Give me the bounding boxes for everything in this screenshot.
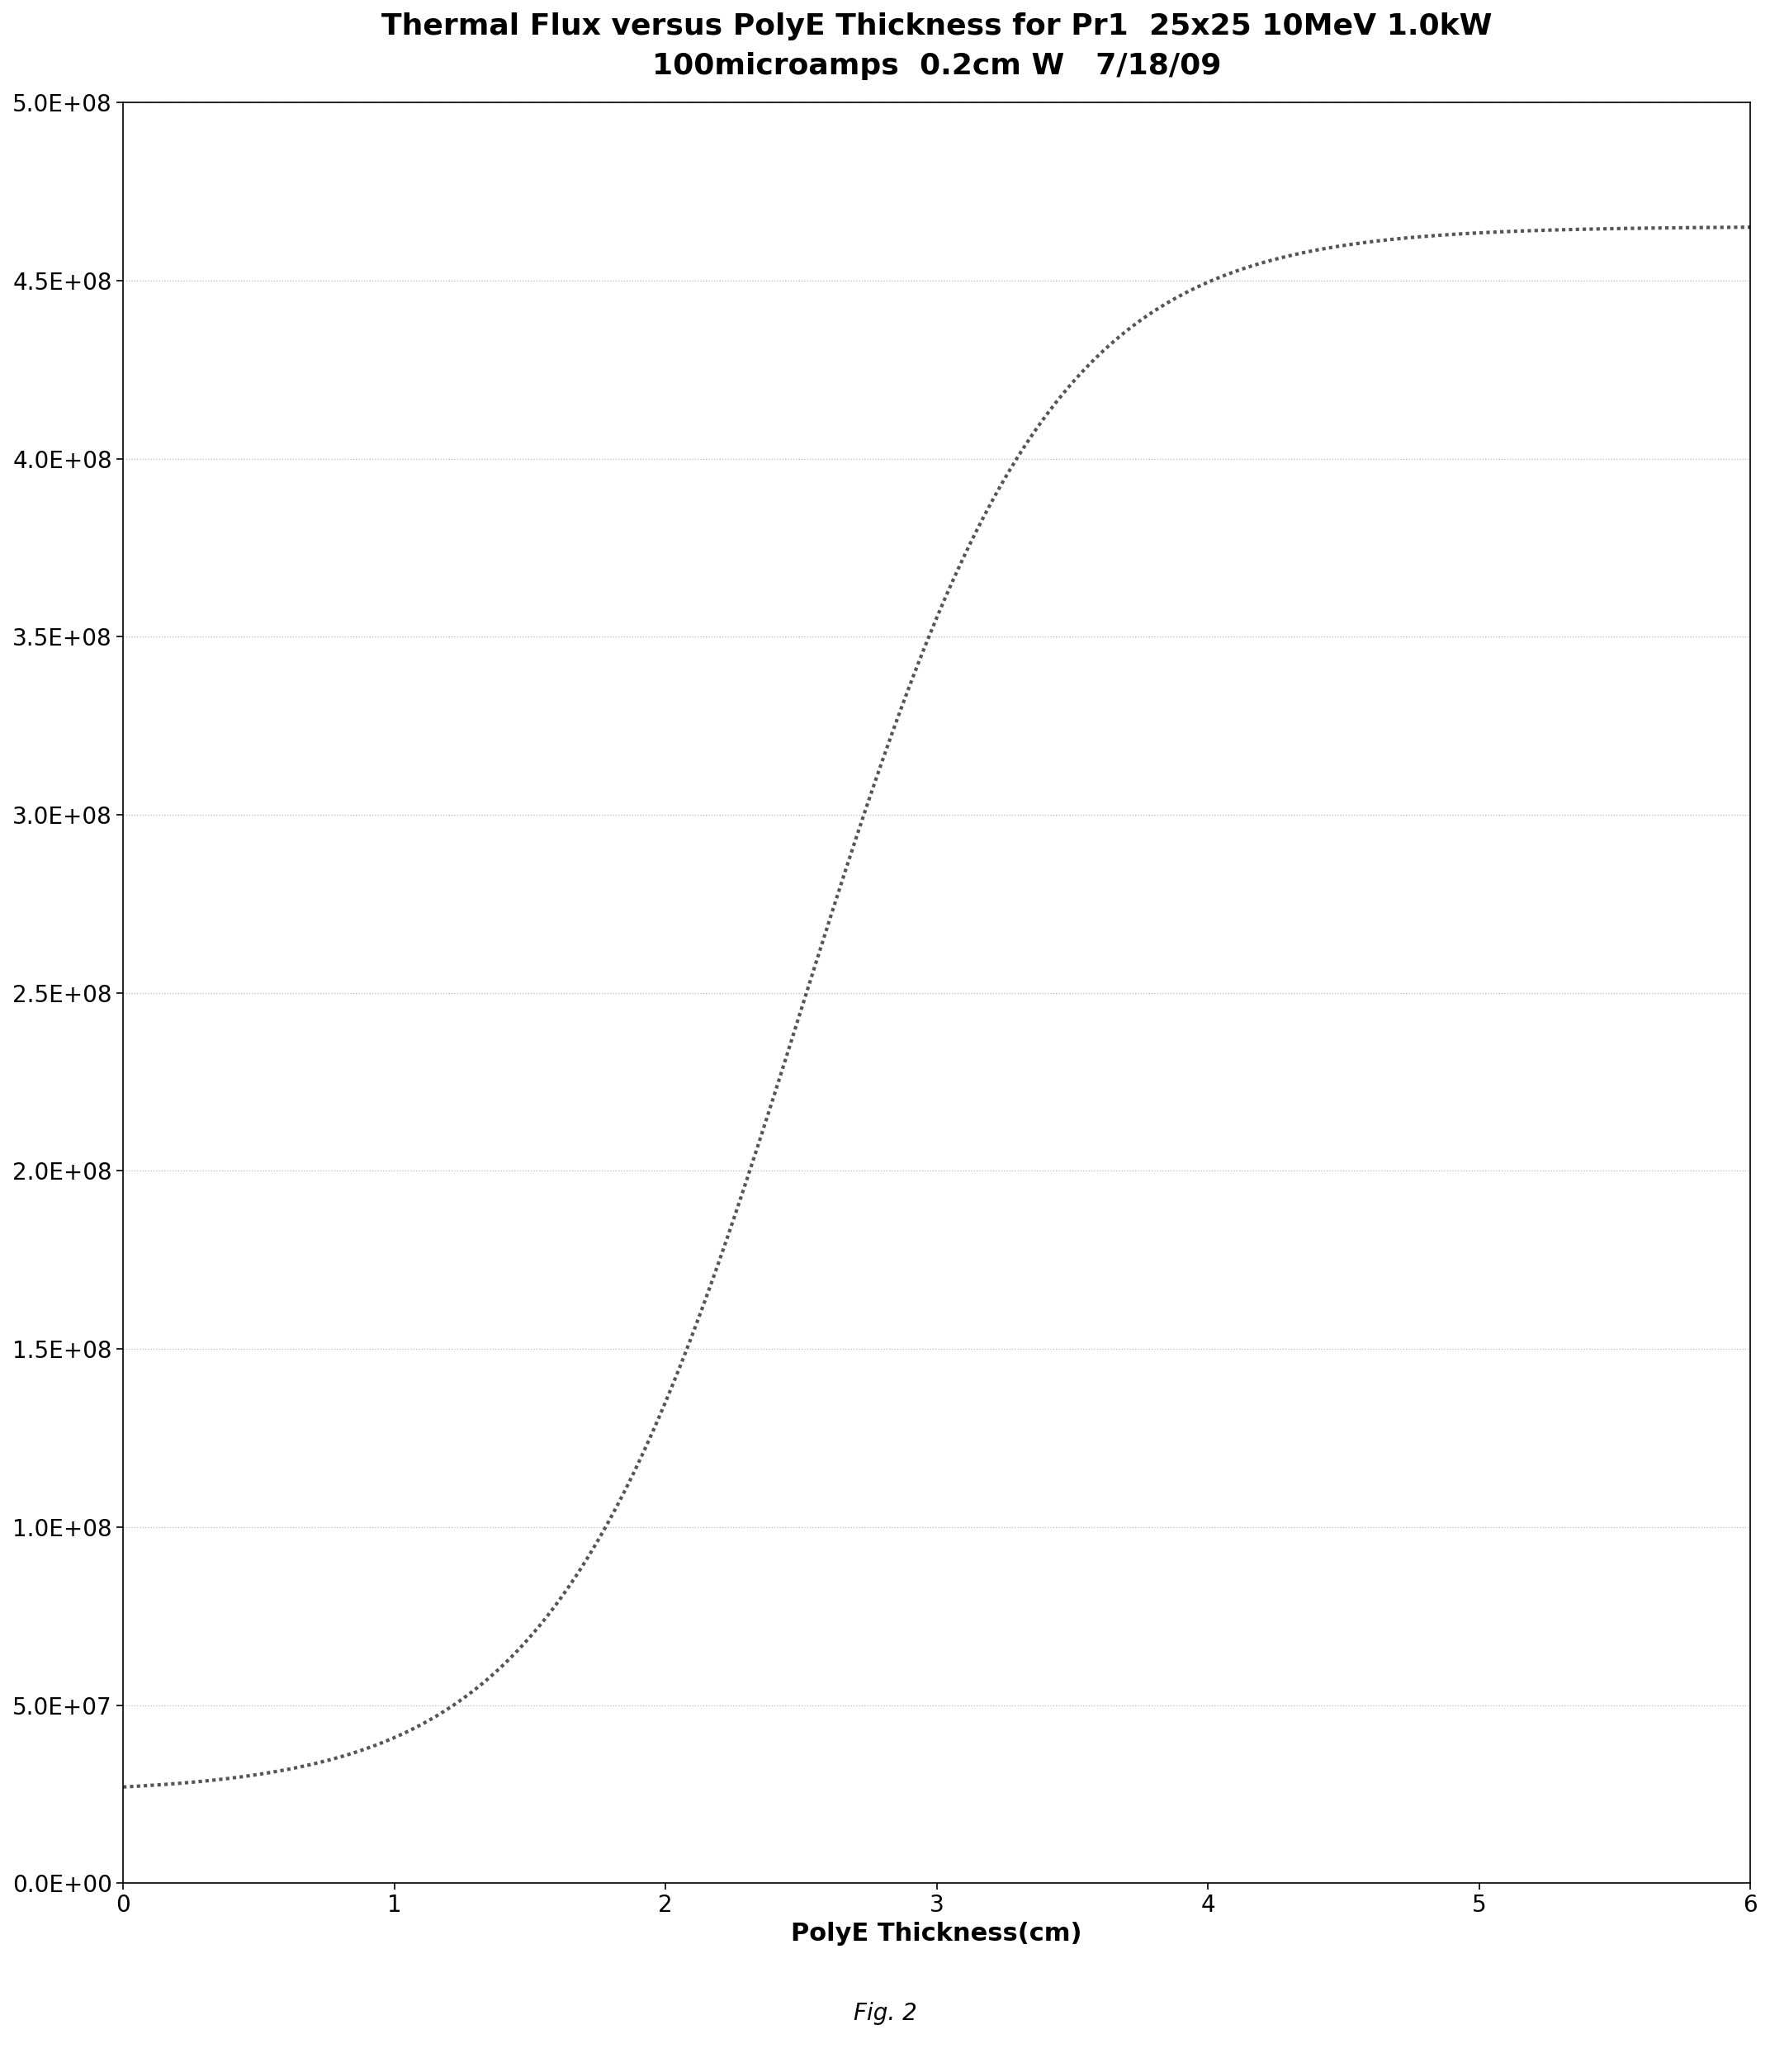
Text: Fig. 2: Fig. 2 [853, 2002, 917, 2024]
X-axis label: PolyE Thickness(cm): PolyE Thickness(cm) [791, 1921, 1081, 1946]
Title: Thermal Flux versus PolyE Thickness for Pr1  25x25 10MeV 1.0kW
100microamps  0.2: Thermal Flux versus PolyE Thickness for … [381, 12, 1492, 79]
